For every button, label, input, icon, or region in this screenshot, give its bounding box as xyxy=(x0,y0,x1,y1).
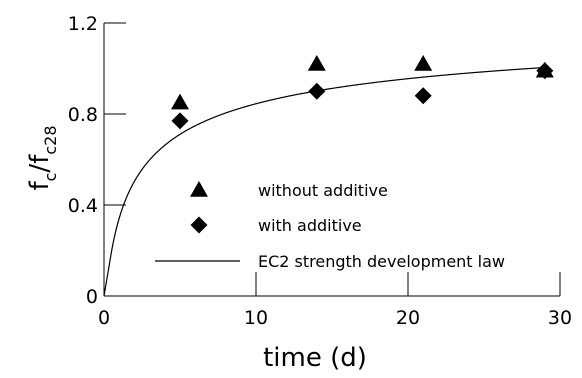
x-tick-label: 0 xyxy=(98,307,110,329)
legend-label: EC2 strength development law xyxy=(258,252,505,271)
x-axis-title: time (d) xyxy=(263,343,367,373)
tick-labels: 0 10 20 30 0 0.4 0.8 1.2 xyxy=(68,13,572,329)
legend: without additive with additive EC2 strengt… xyxy=(155,181,505,271)
triangle-point xyxy=(307,54,326,71)
y-tick-label: 1.2 xyxy=(68,13,98,35)
y-tick-label: 0.8 xyxy=(68,104,98,126)
y-tick-label: 0 xyxy=(86,286,98,308)
points xyxy=(171,54,554,130)
triangle-point xyxy=(414,54,433,71)
ticks xyxy=(103,22,561,297)
y-tick-label: 0.4 xyxy=(68,195,98,217)
curve-layer xyxy=(103,66,545,297)
legend-label: without additive xyxy=(258,181,388,200)
diamond-point xyxy=(308,82,326,100)
y-axis-title: fc/fc28 xyxy=(25,125,60,190)
diamond-point xyxy=(414,87,432,105)
triangle-point xyxy=(171,93,189,110)
axes xyxy=(103,23,560,297)
x-tick-label: 20 xyxy=(396,307,420,329)
legend-triangle-marker xyxy=(190,181,208,197)
legend-diamond-marker xyxy=(190,216,208,234)
diamond-point xyxy=(536,62,554,80)
diamond-point xyxy=(171,112,189,130)
legend-label: with additive xyxy=(258,216,362,235)
ec2-curve xyxy=(103,66,545,297)
x-tick-label: 30 xyxy=(548,307,572,329)
x-tick-label: 10 xyxy=(244,307,268,329)
